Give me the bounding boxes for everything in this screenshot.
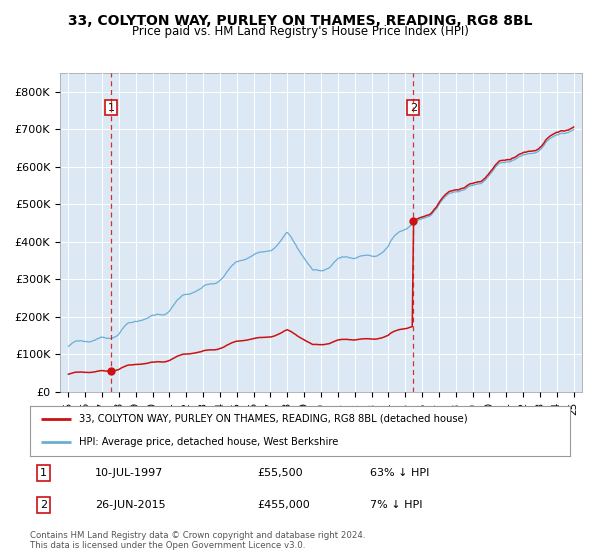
- Text: 10-JUL-1997: 10-JUL-1997: [95, 468, 163, 478]
- Text: 2: 2: [410, 103, 417, 113]
- Text: 1: 1: [107, 103, 115, 113]
- Text: 26-JUN-2015: 26-JUN-2015: [95, 500, 166, 510]
- Text: Contains HM Land Registry data © Crown copyright and database right 2024.: Contains HM Land Registry data © Crown c…: [30, 531, 365, 540]
- Text: 33, COLYTON WAY, PURLEY ON THAMES, READING, RG8 8BL: 33, COLYTON WAY, PURLEY ON THAMES, READI…: [68, 14, 532, 28]
- Text: £55,500: £55,500: [257, 468, 302, 478]
- Text: 7% ↓ HPI: 7% ↓ HPI: [370, 500, 422, 510]
- Text: 2: 2: [40, 500, 47, 510]
- Text: 63% ↓ HPI: 63% ↓ HPI: [370, 468, 430, 478]
- Text: HPI: Average price, detached house, West Berkshire: HPI: Average price, detached house, West…: [79, 437, 338, 447]
- Text: 33, COLYTON WAY, PURLEY ON THAMES, READING, RG8 8BL (detached house): 33, COLYTON WAY, PURLEY ON THAMES, READI…: [79, 414, 467, 423]
- Text: £455,000: £455,000: [257, 500, 310, 510]
- Text: 1: 1: [40, 468, 47, 478]
- Text: Price paid vs. HM Land Registry's House Price Index (HPI): Price paid vs. HM Land Registry's House …: [131, 25, 469, 38]
- Text: This data is licensed under the Open Government Licence v3.0.: This data is licensed under the Open Gov…: [30, 541, 305, 550]
